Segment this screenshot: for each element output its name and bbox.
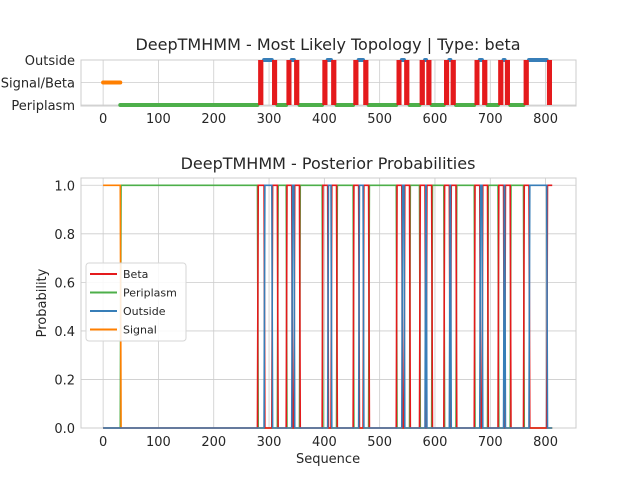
topology-x-tick-label: 800 [533,112,558,127]
topology-y-tick-label: Periplasm [11,99,75,114]
posterior-y-tick-label: 1.0 [54,179,75,194]
posterior-xlabel: Sequence [296,452,360,467]
topology-x-tick-label: 100 [146,112,171,127]
legend-label-beta: Beta [123,268,148,281]
posterior-y-tick-label: 0.2 [54,373,75,388]
posterior-x-tick-label: 400 [312,435,337,450]
legend-label-signal: Signal [123,324,157,337]
topology-x-tick-label: 500 [367,112,392,127]
topology-title: DeepTMHMM - Most Likely Topology | Type:… [135,35,520,54]
posterior-subplot: DeepTMHMM - Posterior Probabilities 0.0 0… [35,154,577,467]
topology-x-tick-label: 400 [312,112,337,127]
posterior-x-tick-label: 800 [533,435,558,450]
posterior-x-tick-label: 700 [478,435,503,450]
topology-x-tick-label: 600 [423,112,448,127]
legend-box [85,262,187,342]
topology-x-tick-label: 700 [478,112,503,127]
legend-label-periplasm: Periplasm [123,287,177,300]
posterior-y-tick-label: 0.0 [54,422,75,437]
posterior-x-tick-label: 200 [201,435,226,450]
posterior-y-tick-label: 0.8 [54,228,75,243]
topology-x-tick-label: 0 [99,112,107,127]
posterior-y-tick-label: 0.4 [54,325,75,340]
posterior-x-tick-label: 0 [99,435,107,450]
posterior-series-beta [103,184,553,429]
posterior-x-tick-label: 500 [367,435,392,450]
legend-label-outside: Outside [123,305,166,318]
topology-y-tick-label: Signal/Beta [1,77,75,92]
posterior-title: DeepTMHMM - Posterior Probabilities [181,154,476,173]
legend: Beta Periplasm Outside Signal [85,262,187,342]
posterior-ylabel: Probability [35,268,50,337]
topology-x-tick-label: 300 [257,112,282,127]
posterior-x-tick-label: 600 [423,435,448,450]
posterior-x-tick-label: 100 [146,435,171,450]
topology-subplot: DeepTMHMM - Most Likely Topology | Type:… [1,35,577,127]
topology-x-tick-label: 200 [201,112,226,127]
posterior-series-outside [103,184,553,429]
posterior-x-tick-label: 300 [257,435,282,450]
topology-y-tick-label: Outside [25,54,75,69]
posterior-y-tick-label: 0.6 [54,276,75,291]
